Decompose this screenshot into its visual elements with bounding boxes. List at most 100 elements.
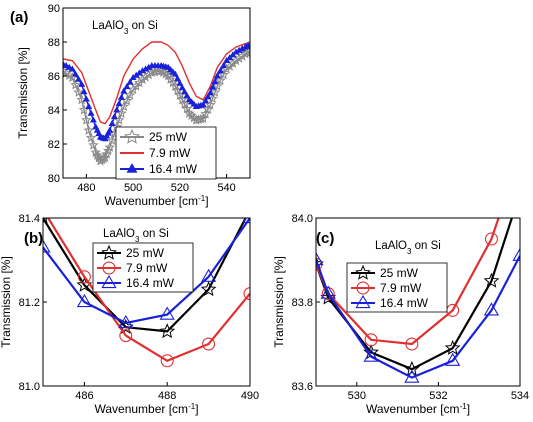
series-25-mw-marker [200,281,217,297]
legend-16.4-mw-marker [101,274,117,289]
sample-annotation: LaAlO3 on Si [103,228,169,244]
legend-7.9-mw-marker [102,261,116,275]
series-7.9-mw-marker [77,270,91,284]
legend-16.4-mw-label: 16.4 mW [126,276,175,290]
series-7.9-mw-marker [405,337,419,351]
series-16.4-mw-marker [204,93,212,100]
series-16.4-mw-marker [363,348,379,362]
series-16.4-mw-marker [445,352,461,366]
series-16.4-mw-marker [219,62,228,69]
legend-16.4-mw-marker [355,294,371,309]
series-25-mw-marker [102,145,114,156]
series-25-mw-marker [81,114,92,125]
y-tick-label: 84.0 [292,213,313,225]
series-16.4-mw-marker [209,83,217,90]
series-16.4-mw-marker [75,75,83,82]
x-axis-label: Wavenumber [cm-1] [94,402,198,417]
y-axis-label: Transmission [%] [0,256,13,348]
legend-7.9-mw-marker [356,281,370,295]
y-axis-label: Transmission [%] [272,256,286,348]
series-25-mw-marker [181,103,193,114]
series-7.9-mw-marker [364,333,378,347]
series-16.4-mw-marker [43,239,51,253]
plot-area [43,218,250,368]
series-25-mw-marker [73,86,84,97]
series-16.4-mw-marker [63,60,67,67]
chart-panel-3: 530 532 534 83.6 83.8 84.0 Wavenumber [cm-1] Tr… [272,149,529,416]
x-tick-label: 480 [77,182,95,194]
y-tick-label: 88 [48,37,60,49]
series-16.4-mw-marker [120,87,128,94]
series-16.4-mw-marker [174,75,182,82]
series-16.4-mw-marker [123,83,131,90]
series-7.9-mw-marker [514,149,526,161]
series-16.4-mw-marker [202,97,210,104]
series-16.4-mw-marker [78,80,86,87]
series-16.4-mw-marker [115,100,123,107]
y-tick-label: 81.2 [19,297,40,309]
series-25-mw-marker [90,147,101,157]
series-7.9-mw-line [46,218,250,363]
series-25-mw-marker [215,75,226,85]
series-25-mw-marker [202,103,214,114]
x-tick-label: 520 [171,182,189,194]
series-25-mw-marker [70,79,81,90]
legend-25-mw-label: 25 mW [380,266,419,280]
series-7.9-mw-marker [484,232,498,246]
series-16.4-mw-marker [126,78,134,85]
series-25-mw-line [43,218,247,333]
chart-panel-2: 486 488 490 81.0 81.2 81.4 Wavenumber [cm-1] Tr… [0,213,259,417]
legend-16.4-mw-label: 16.4 mW [380,296,429,310]
series-16.4-mw-marker [65,63,73,70]
plot-area [63,41,250,166]
y-tick-label: 83.8 [292,297,313,309]
series-16.4-mw-marker [106,126,114,133]
series-25-mw-marker [85,132,97,143]
series-7.9-mw-marker [119,329,133,343]
x-tick-label: 540 [217,182,235,194]
panel-label: (a) [10,9,28,26]
sample-annotation: LaAlO3 on Si [375,240,441,256]
series-25-mw-marker [83,124,94,135]
series-25-mw-marker [218,69,229,80]
sample-annotation: LaAlO3 on Si [92,20,158,36]
series-25-mw-marker [92,149,103,160]
series-16.4-mw-marker [171,70,179,77]
chart-panel-1: 480 500 520 540 80 82 84 86 88 90 Wavenumber [cm-1… [10,3,251,209]
y-tick-label: 84 [48,105,60,117]
series-16.4-mw-marker [200,268,217,282]
series-16.4-mw-marker [176,79,184,86]
y-tick-label: 86 [48,71,60,83]
series-25-mw-marker [176,94,188,105]
series-25-mw-marker [179,98,190,109]
series-16.4-mw-marker [118,314,134,329]
legend-25-mw-label: 25 mW [149,130,188,144]
series-16.4-mw-marker [404,369,420,383]
series-16.4-mw-marker [213,72,221,79]
series-7.9-mw-line [63,41,250,125]
series-25-mw-marker [444,339,461,355]
y-tick-label: 80 [48,173,60,185]
series-16.4-mw-marker [85,102,93,109]
legend-25-mw-marker [124,128,140,144]
series-25-mw-marker [106,135,118,146]
series-7.9-mw-marker [243,287,250,301]
y-tick-label: 83.6 [292,381,313,393]
series-16.4-mw-marker [211,77,219,85]
plot-area [316,149,526,383]
x-tick-label: 490 [241,390,259,402]
x-tick-label: 534 [511,390,529,402]
x-tick-label: 486 [75,390,93,402]
legend-25-mw-marker [355,264,371,280]
series-25-mw-marker [483,272,500,288]
x-axis-label: Wavenumber [cm-1] [104,194,208,209]
series-7.9-mw-marker [202,337,216,351]
legend-7.9-mw-label: 7.9 mW [380,281,422,295]
series-16.4-mw-marker [159,306,175,320]
series-16.4-mw-marker [68,65,76,72]
panel-label: (c) [316,230,334,247]
